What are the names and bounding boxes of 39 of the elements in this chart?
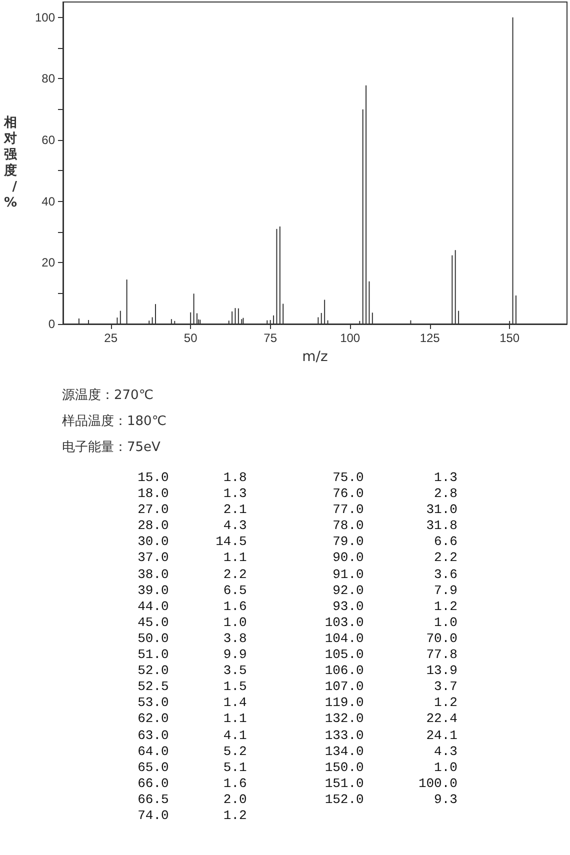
y-axis-title: 相对强度/% [3, 116, 18, 210]
text: 30.0 14.5 79.0 6.6 [136, 534, 458, 550]
text: 源温度：270℃ [62, 387, 154, 405]
text: 44.0 1.6 93.0 1.2 [136, 598, 458, 615]
y-tick-label: 20 [42, 256, 56, 270]
text: 27.0 2.1 77.0 31.0 [136, 502, 458, 518]
text: 53.0 1.4 119.0 1.2 [136, 695, 458, 712]
y-tick-label: 100 [34, 10, 56, 24]
text: 65.0 5.1 150.0 1.0 [136, 760, 458, 776]
text: 51.0 9.9 105.0 77.8 [136, 647, 458, 664]
text: 52.5 1.5 107.0 3.7 [136, 679, 458, 696]
text: 66.5 2.0 152.0 9.3 [136, 792, 458, 808]
text: 52.0 3.5 106.0 13.9 [136, 663, 458, 680]
text: 39.0 6.5 92.0 7.9 [136, 582, 458, 599]
x-tick-label: 125 [420, 331, 440, 345]
y-tick-label: 80 [42, 72, 56, 86]
text: 63.0 4.1 133.0 24.1 [136, 728, 458, 744]
text: 37.0 1.1 90.0 2.2 [136, 550, 458, 567]
text: 50.0 3.8 104.0 70.0 [136, 630, 458, 648]
text: 样品温度：180℃ [62, 413, 166, 431]
x-tick-label: 150 [500, 331, 520, 345]
text: 66.0 1.6 151.0 100.0 [136, 776, 458, 792]
y-tick-label: 0 [48, 317, 56, 331]
text: 28.0 4.3 78.0 31.8 [136, 518, 458, 534]
y-tick-label: 60 [42, 133, 56, 147]
x-tick-label: 25 [104, 331, 118, 345]
text: 64.0 5.2 134.0 4.3 [136, 744, 458, 760]
text: 15.0 1.8 75.0 1.3 [136, 470, 458, 486]
text: 45.0 1.0 103.0 1.0 [136, 614, 458, 631]
x-tick-label: 100 [340, 331, 360, 345]
x-axis-title: m/z [302, 349, 328, 365]
y-tick-label: 40 [42, 194, 56, 208]
x-tick-label: 75 [264, 331, 278, 345]
text: 电子能量：75eV [62, 439, 162, 457]
text: 74.0 1.2 [136, 808, 248, 824]
text: 62.0 1.1 132.0 22.4 [136, 711, 458, 728]
x-tick-label: 50 [184, 331, 198, 345]
text: 18.0 1.3 76.0 2.8 [136, 486, 458, 502]
text: 38.0 2.2 91.0 3.6 [136, 566, 458, 583]
